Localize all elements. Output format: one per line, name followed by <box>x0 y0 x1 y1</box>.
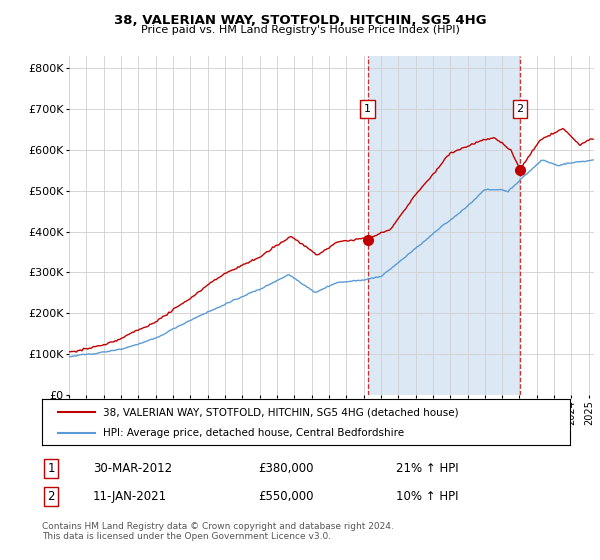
Text: £550,000: £550,000 <box>258 490 314 503</box>
Text: 38, VALERIAN WAY, STOTFOLD, HITCHIN, SG5 4HG (detached house): 38, VALERIAN WAY, STOTFOLD, HITCHIN, SG5… <box>103 407 458 417</box>
Text: 1: 1 <box>364 104 371 114</box>
Text: 10% ↑ HPI: 10% ↑ HPI <box>396 490 458 503</box>
Text: 11-JAN-2021: 11-JAN-2021 <box>93 490 167 503</box>
Text: 1: 1 <box>47 462 55 475</box>
Text: HPI: Average price, detached house, Central Bedfordshire: HPI: Average price, detached house, Cent… <box>103 428 404 438</box>
Text: £380,000: £380,000 <box>258 462 314 475</box>
Text: 2: 2 <box>517 104 524 114</box>
Text: 38, VALERIAN WAY, STOTFOLD, HITCHIN, SG5 4HG: 38, VALERIAN WAY, STOTFOLD, HITCHIN, SG5… <box>113 14 487 27</box>
Text: 30-MAR-2012: 30-MAR-2012 <box>93 462 172 475</box>
Bar <box>368 56 520 395</box>
Text: Contains HM Land Registry data © Crown copyright and database right 2024.
This d: Contains HM Land Registry data © Crown c… <box>42 522 394 542</box>
Text: 21% ↑ HPI: 21% ↑ HPI <box>396 462 458 475</box>
Text: 2: 2 <box>47 490 55 503</box>
Text: Price paid vs. HM Land Registry's House Price Index (HPI): Price paid vs. HM Land Registry's House … <box>140 25 460 35</box>
